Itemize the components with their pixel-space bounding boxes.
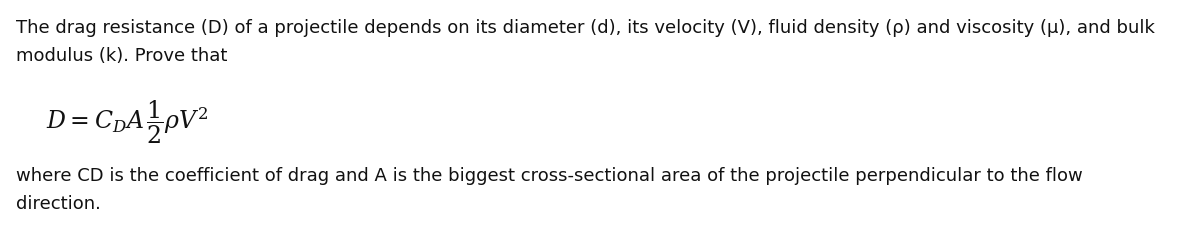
Text: modulus (k). Prove that: modulus (k). Prove that <box>16 47 227 65</box>
Text: $D = C_D A\,\dfrac{1}{2}\rho V^2$: $D = C_D A\,\dfrac{1}{2}\rho V^2$ <box>46 99 208 146</box>
Text: The drag resistance (D) of a projectile depends on its diameter (d), its velocit: The drag resistance (D) of a projectile … <box>16 19 1154 37</box>
Text: where CD is the coefficient of drag and A is the biggest cross-sectional area of: where CD is the coefficient of drag and … <box>16 167 1082 185</box>
Text: direction.: direction. <box>16 195 101 213</box>
